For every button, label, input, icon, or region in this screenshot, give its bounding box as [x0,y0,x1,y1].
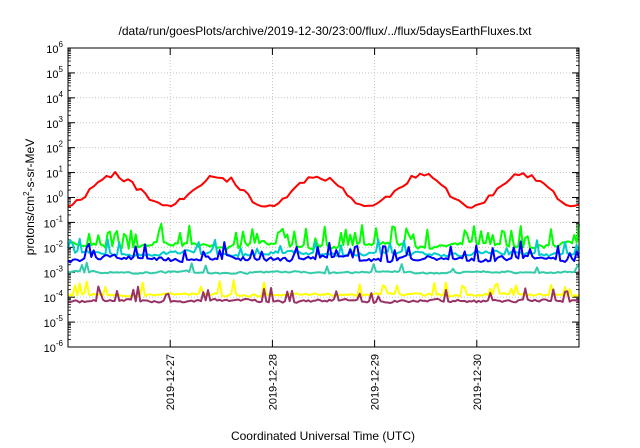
series-line-2 [67,222,580,251]
x-axis: 2019-12-27 2019-12-28 2019-12-29 2019-12-30 [165,48,484,410]
series-line-5 [67,261,580,275]
plot-frame [67,47,580,348]
y-tick-label: 10-2 [44,239,64,255]
y-tick-label: 103 [46,115,63,131]
y-axis-label: protons/cm2-s-sr-MeV [22,139,37,255]
y-tick-label: 10-4 [44,289,64,305]
x-axis-label: Coordinated Universal Time (UTC) [231,429,415,443]
y-tick-label: 102 [46,140,63,156]
y-tick-label: 101 [46,165,63,181]
y-tick-label: 10-6 [44,339,64,355]
series-line-4 [67,240,580,264]
chart-title: /data/run/goesPlots/archive/2019-12-30/2… [119,24,533,38]
series-line-6 [67,279,580,298]
x-tick-label: 2019-12-30 [472,354,484,410]
y-tick-label: 10-3 [44,264,64,280]
series-line-7 [67,285,580,304]
y-tick-label: 106 [46,40,63,56]
x-tick-label: 2019-12-28 [267,354,279,410]
y-tick-label: 105 [46,65,63,81]
y-tick-label: 100 [46,190,63,206]
y-axis: 10-6 10-5 10-4 10-3 10-2 10-1 100 101 102 103 104 1… [44,40,579,355]
y-tick-label: 10-1 [44,214,64,230]
x-tick-label: 2019-12-29 [370,354,382,410]
y-tick-label: 10-5 [44,314,64,330]
series-line-1 [67,171,580,209]
plot-lines [67,171,580,304]
y-tick-label: 104 [46,90,63,106]
x-tick-label: 2019-12-27 [165,354,177,410]
